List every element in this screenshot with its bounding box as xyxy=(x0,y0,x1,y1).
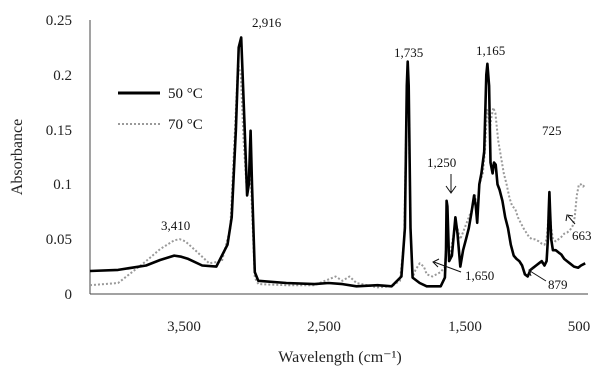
arrow-879-head xyxy=(528,267,535,277)
peak-label-3410: 3,410 xyxy=(161,218,190,233)
x-tick-label: 500 xyxy=(568,319,591,335)
arrow-1650 xyxy=(433,261,462,273)
x-tick-group: 3,500 2,500 1,500 500 xyxy=(167,319,590,335)
y-tick-label: 0 xyxy=(65,287,73,303)
peak-label-1250: 1,250 xyxy=(427,155,456,170)
peak-label-1735: 1,735 xyxy=(394,45,423,60)
series-layer xyxy=(89,36,586,289)
peak-label-879: 879 xyxy=(548,277,568,292)
arrow-879 xyxy=(529,270,547,282)
series-line-70c xyxy=(89,62,586,289)
y-tick-group: 0 0.05 0.1 0.15 0.2 0.25 xyxy=(46,13,72,303)
peak-label-2916: 2,916 xyxy=(252,15,282,30)
y-axis-title: Absorbance xyxy=(9,119,26,195)
annotation-arrows xyxy=(432,174,576,282)
legend-label-50c: 50 °C xyxy=(168,86,203,102)
plot-frame xyxy=(89,20,588,295)
y-tick-label: 0.25 xyxy=(46,13,72,29)
legend: 50 °C 70 °C xyxy=(118,86,203,133)
arrow-663-head xyxy=(565,214,574,222)
legend-label-70c: 70 °C xyxy=(168,117,203,133)
x-tick-label: 3,500 xyxy=(167,319,201,335)
peak-label-1650: 1,650 xyxy=(465,268,494,283)
y-tick-label: 0.15 xyxy=(46,123,72,139)
annotation-layer: 2,916 3,410 1,735 1,165 1,250 725 1,650 … xyxy=(161,15,592,292)
peak-label-663: 663 xyxy=(572,228,592,243)
y-tick-label: 0.1 xyxy=(53,177,72,193)
arrow-1650-head xyxy=(432,258,440,268)
x-tick-label: 1,500 xyxy=(448,319,482,335)
arrow-1250-head xyxy=(445,185,457,194)
series-line-50c xyxy=(89,36,586,288)
y-tick-label: 0.05 xyxy=(46,232,72,248)
x-tick-label: 2,500 xyxy=(307,319,341,335)
arrow-663 xyxy=(567,215,576,225)
peak-label-725: 725 xyxy=(542,123,562,138)
peak-label-1165: 1,165 xyxy=(476,43,505,58)
y-tick-label: 0.2 xyxy=(53,68,72,84)
x-axis-title: Wavelength (cm⁻¹) xyxy=(278,349,401,366)
